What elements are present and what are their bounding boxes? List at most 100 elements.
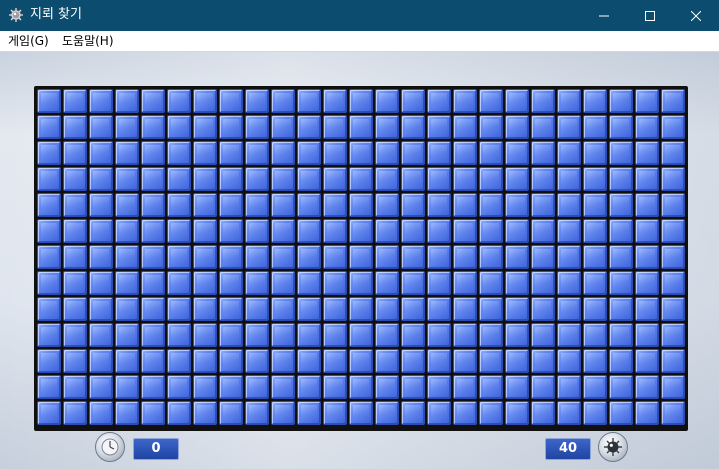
mine-tile[interactable] — [401, 115, 425, 139]
mine-tile[interactable] — [37, 141, 61, 165]
mine-tile[interactable] — [37, 401, 61, 425]
mine-tile[interactable] — [63, 375, 87, 399]
mine-tile[interactable] — [297, 219, 321, 243]
mine-tile[interactable] — [193, 375, 217, 399]
mine-tile[interactable] — [661, 375, 685, 399]
mine-tile[interactable] — [609, 115, 633, 139]
mine-tile[interactable] — [427, 89, 451, 113]
mine-tile[interactable] — [427, 141, 451, 165]
mine-tile[interactable] — [479, 297, 503, 321]
mine-tile[interactable] — [427, 115, 451, 139]
mine-tile[interactable] — [141, 401, 165, 425]
mine-tile[interactable] — [583, 141, 607, 165]
mine-tile[interactable] — [115, 401, 139, 425]
mine-tile[interactable] — [167, 167, 191, 191]
mine-tile[interactable] — [193, 401, 217, 425]
mine-tile[interactable] — [141, 141, 165, 165]
mine-tile[interactable] — [479, 115, 503, 139]
mine-tile[interactable] — [37, 219, 61, 243]
mine-tile[interactable] — [89, 401, 113, 425]
mine-tile[interactable] — [271, 297, 295, 321]
mine-tile[interactable] — [89, 193, 113, 217]
menu-game[interactable]: 게임(G) — [8, 34, 49, 48]
mine-tile[interactable] — [167, 349, 191, 373]
mine-tile[interactable] — [635, 349, 659, 373]
mine-tile[interactable] — [583, 115, 607, 139]
mine-tile[interactable] — [167, 193, 191, 217]
mine-tile[interactable] — [89, 375, 113, 399]
mine-tile[interactable] — [401, 349, 425, 373]
mine-tile[interactable] — [583, 323, 607, 347]
mine-tile[interactable] — [479, 375, 503, 399]
mine-tile[interactable] — [505, 167, 529, 191]
mine-tile[interactable] — [583, 297, 607, 321]
mine-tile[interactable] — [453, 141, 477, 165]
mine-tile[interactable] — [141, 167, 165, 191]
mine-tile[interactable] — [219, 141, 243, 165]
mine-tile[interactable] — [37, 323, 61, 347]
mine-tile[interactable] — [219, 349, 243, 373]
mine-tile[interactable] — [427, 245, 451, 269]
mine-tile[interactable] — [557, 401, 581, 425]
mine-tile[interactable] — [531, 115, 555, 139]
mine-tile[interactable] — [219, 89, 243, 113]
mine-tile[interactable] — [245, 323, 269, 347]
mine-tile[interactable] — [37, 297, 61, 321]
mine-tile[interactable] — [37, 271, 61, 295]
mine-tile[interactable] — [167, 219, 191, 243]
mine-tile[interactable] — [531, 349, 555, 373]
mine-tile[interactable] — [531, 245, 555, 269]
mine-tile[interactable] — [375, 297, 399, 321]
mine-tile[interactable] — [193, 193, 217, 217]
mine-tile[interactable] — [661, 271, 685, 295]
mine-tile[interactable] — [349, 401, 373, 425]
mine-tile[interactable] — [193, 115, 217, 139]
mine-tile[interactable] — [557, 115, 581, 139]
mine-tile[interactable] — [505, 323, 529, 347]
mine-tile[interactable] — [505, 297, 529, 321]
mine-tile[interactable] — [557, 375, 581, 399]
mine-tile[interactable] — [63, 401, 87, 425]
mine-tile[interactable] — [479, 271, 503, 295]
mine-tile[interactable] — [89, 141, 113, 165]
mine-tile[interactable] — [167, 401, 191, 425]
mine-tile[interactable] — [583, 89, 607, 113]
mine-tile[interactable] — [453, 349, 477, 373]
mine-tile[interactable] — [505, 375, 529, 399]
mine-tile[interactable] — [557, 141, 581, 165]
mine-tile[interactable] — [661, 297, 685, 321]
mine-tile[interactable] — [349, 167, 373, 191]
mine-tile[interactable] — [531, 141, 555, 165]
mine-tile[interactable] — [297, 271, 321, 295]
mine-tile[interactable] — [271, 193, 295, 217]
mine-tile[interactable] — [245, 219, 269, 243]
mine-tile[interactable] — [531, 323, 555, 347]
mine-tile[interactable] — [557, 271, 581, 295]
mine-tile[interactable] — [297, 245, 321, 269]
mine-tile[interactable] — [219, 323, 243, 347]
mine-tile[interactable] — [297, 375, 321, 399]
mine-tile[interactable] — [635, 245, 659, 269]
mine-tile[interactable] — [323, 375, 347, 399]
close-button[interactable] — [673, 0, 719, 31]
mine-tile[interactable] — [453, 193, 477, 217]
mine-tile[interactable] — [193, 271, 217, 295]
mine-tile[interactable] — [375, 245, 399, 269]
mine-tile[interactable] — [635, 193, 659, 217]
mine-tile[interactable] — [661, 167, 685, 191]
mine-tile[interactable] — [557, 167, 581, 191]
mine-tile[interactable] — [583, 193, 607, 217]
mine-tile[interactable] — [115, 193, 139, 217]
mine-tile[interactable] — [63, 141, 87, 165]
mine-tile[interactable] — [141, 193, 165, 217]
mine-tile[interactable] — [37, 193, 61, 217]
mine-tile[interactable] — [505, 401, 529, 425]
mine-tile[interactable] — [427, 323, 451, 347]
mine-tile[interactable] — [245, 193, 269, 217]
mine-tile[interactable] — [167, 115, 191, 139]
mine-tile[interactable] — [63, 349, 87, 373]
mine-tile[interactable] — [167, 297, 191, 321]
mine-tile[interactable] — [401, 219, 425, 243]
mine-tile[interactable] — [609, 271, 633, 295]
mine-tile[interactable] — [583, 401, 607, 425]
